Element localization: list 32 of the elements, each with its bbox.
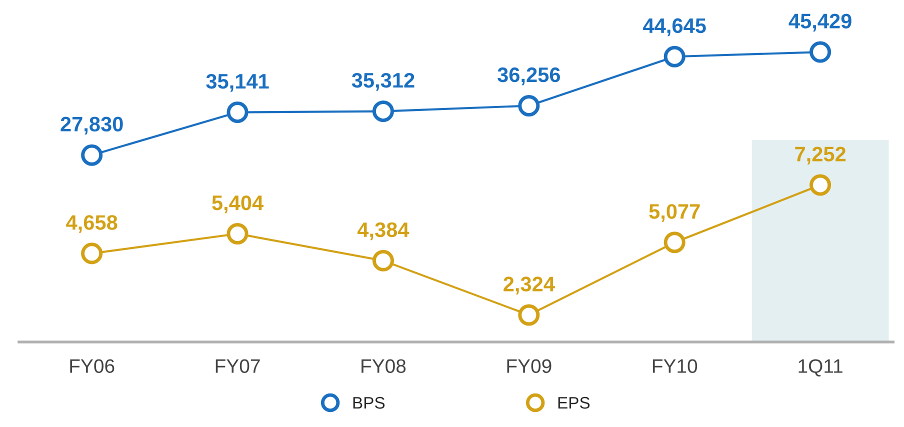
- x-tick-label: FY07: [216, 359, 260, 373]
- x-tick-label: FY06: [70, 359, 114, 373]
- data-label: 2,324: [504, 276, 555, 294]
- point: [518, 304, 540, 326]
- point: [81, 144, 103, 166]
- point: [664, 232, 686, 254]
- point: [226, 102, 248, 124]
- point: [810, 174, 832, 196]
- data-label: 45,429: [788, 14, 852, 32]
- point: [81, 242, 103, 264]
- data-label: 5,077: [649, 204, 700, 222]
- point: [372, 250, 394, 272]
- data-label: 4,384: [357, 222, 410, 240]
- point: [372, 100, 394, 122]
- x-tick-label: FY09: [507, 359, 552, 373]
- data-label: 5,404: [212, 195, 264, 214]
- point: [664, 46, 686, 68]
- legend-label: BPS: [353, 396, 385, 409]
- x-tick-label: 1Q11: [798, 359, 842, 376]
- x-tick-label: FY10: [652, 359, 698, 373]
- x-tick-label: FY08: [362, 359, 406, 373]
- data-label: 27,830: [60, 116, 123, 135]
- data-label: 35,141: [206, 74, 269, 92]
- point: [810, 41, 832, 63]
- data-label: 4,658: [66, 215, 118, 233]
- data-label: 7,252: [795, 146, 846, 164]
- data-label: 36,256: [498, 67, 560, 86]
- data-label: 35,312: [352, 72, 414, 91]
- data-label: 44,645: [643, 18, 706, 36]
- point: [518, 94, 540, 117]
- legend-label: EPS: [558, 396, 590, 409]
- point: [226, 223, 248, 245]
